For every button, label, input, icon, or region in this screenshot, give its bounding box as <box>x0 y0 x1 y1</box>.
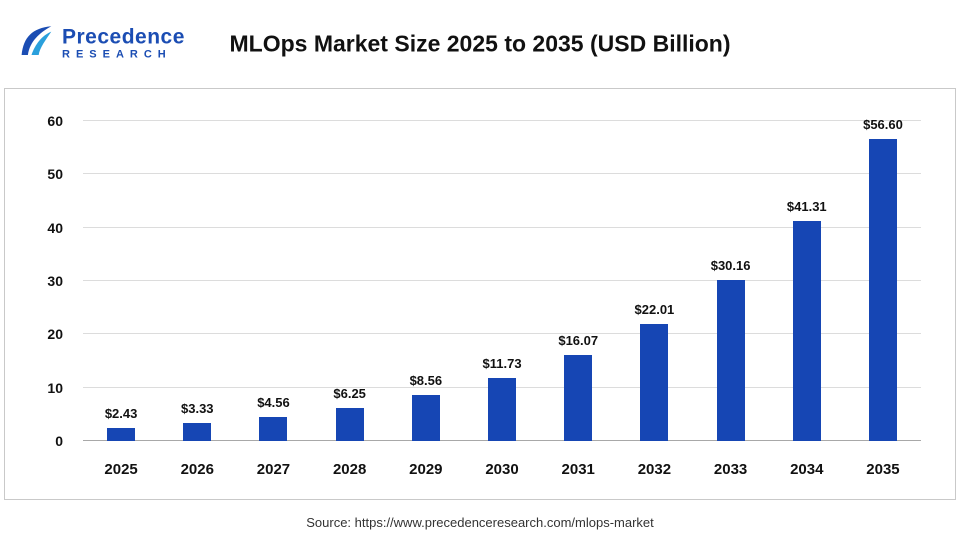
gridline <box>83 226 921 228</box>
bar <box>107 428 136 441</box>
bar <box>716 280 745 441</box>
bar-column: $6.25 <box>312 121 388 441</box>
logo-subtitle: RESEARCH <box>62 48 172 61</box>
bar-value-label: $8.56 <box>409 373 443 389</box>
plot-area: $2.43 $3.33 $4.56 $6.25 $8.56 $11.73 $16.07 $22… <box>83 117 921 441</box>
gridline <box>83 120 921 121</box>
precedence-research-logo: Precedence RESEARCH <box>18 24 185 65</box>
bars-container: $2.43 $3.33 $4.56 $6.25 $8.56 $11.73 $16.07 $22… <box>83 117 921 441</box>
bar-column: $3.33 <box>159 121 235 441</box>
x-tick-label: 2031 <box>561 461 595 478</box>
bar-value-label: $2.43 <box>104 406 138 422</box>
bar <box>411 395 440 441</box>
bar <box>183 423 212 441</box>
bar-column: $11.73 <box>464 121 540 441</box>
x-tick-label: 2030 <box>485 461 519 478</box>
x-tick-label: 2029 <box>409 461 443 478</box>
y-tick-label: 20 <box>47 326 63 343</box>
bar <box>868 139 897 441</box>
y-tick-label: 50 <box>47 166 63 183</box>
logo-leaf-icon <box>18 24 54 65</box>
x-tick-label: 2035 <box>866 461 900 478</box>
x-tick-label: 2028 <box>332 461 367 478</box>
chart-area: 0 10 20 30 40 50 60 $2.43 $3.33 $4.56 $6.25 $8.56 $… <box>4 88 956 500</box>
header: MLOps Market Size 2025 to 2035 (USD Bill… <box>0 0 960 88</box>
bar-value-label: $3.33 <box>181 401 214 417</box>
source-text: Source: https://www.precedenceresearch.c… <box>306 515 654 530</box>
bar-value-label: $11.73 <box>482 356 522 372</box>
gridline <box>83 333 921 335</box>
logo-name: Precedence <box>62 25 185 49</box>
bar-column: $56.60 <box>845 117 921 441</box>
bar-value-label: $6.25 <box>333 385 366 401</box>
bar-column: $8.56 <box>388 121 464 441</box>
bar <box>259 416 288 441</box>
gridline <box>83 280 921 281</box>
bar-value-label: $30.16 <box>710 258 751 274</box>
bar <box>488 378 517 441</box>
y-tick-label: 0 <box>55 433 63 449</box>
bar-column: $2.43 <box>83 121 159 441</box>
bar-column: $16.07 <box>540 121 616 441</box>
x-tick-label: 2027 <box>256 461 291 478</box>
bar <box>640 323 669 441</box>
y-tick-label: 40 <box>47 219 63 236</box>
y-axis: 0 10 20 30 40 50 60 <box>5 113 73 449</box>
gridline <box>83 173 921 175</box>
bar <box>564 355 593 441</box>
bar-value-label: $4.56 <box>257 394 290 410</box>
bar-value-label: $22.01 <box>634 301 675 317</box>
x-tick-label: 2034 <box>790 461 824 478</box>
bar-column: $22.01 <box>616 121 692 441</box>
logo-text: Precedence RESEARCH <box>62 26 185 61</box>
bar <box>335 407 364 441</box>
x-tick-label: 2025 <box>104 461 138 478</box>
x-tick-label: 2026 <box>180 461 214 478</box>
x-tick-label: 2032 <box>637 461 672 478</box>
bar-column: $4.56 <box>235 121 311 441</box>
y-tick-label: 30 <box>47 273 63 289</box>
x-axis: 2025 2026 2027 2028 2029 2030 2031 2032 2033 2034… <box>83 461 921 483</box>
bar <box>792 220 821 441</box>
x-tick-label: 2033 <box>713 461 748 478</box>
bar-value-label: $56.60 <box>863 117 903 133</box>
bar-value-label: $16.07 <box>558 333 599 349</box>
y-tick-label: 10 <box>47 379 63 396</box>
bar-column: $41.31 <box>769 121 845 441</box>
bar-column: $30.16 <box>693 121 769 441</box>
bar-value-label: $41.31 <box>786 198 827 214</box>
y-tick-label: 60 <box>47 113 63 129</box>
chart-title: MLOps Market Size 2025 to 2035 (USD Bill… <box>229 30 731 57</box>
